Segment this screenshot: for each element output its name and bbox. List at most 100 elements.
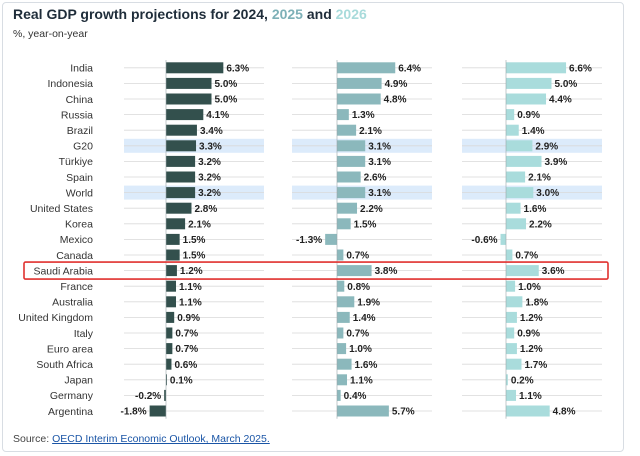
value-label-argentina-series1: -1.8% xyxy=(120,407,146,418)
title-and: and xyxy=(302,6,336,22)
bar-australia-series1 xyxy=(166,296,177,308)
value-label-mexico-series1: 1.5% xyxy=(183,235,206,246)
bar-australia-series2 xyxy=(337,296,355,308)
bar-brazil-series3 xyxy=(506,124,519,136)
value-label-india-series2: 6.4% xyxy=(398,63,421,74)
bar-france-series1 xyxy=(166,280,177,292)
chart-frame xyxy=(2,2,624,452)
bar-russia-series1 xyxy=(166,109,204,121)
value-label-euro-area-series2: 1.0% xyxy=(349,344,372,355)
bar-world-series2 xyxy=(337,187,366,199)
bar-korea-series2 xyxy=(337,218,351,230)
value-label-south-africa-series1: 0.6% xyxy=(174,360,197,371)
bar-argentina-series3 xyxy=(506,405,550,417)
value-label-japan-series2: 1.1% xyxy=(350,375,373,386)
bar-g20-series3 xyxy=(506,140,533,152)
value-label-australia-series2: 1.9% xyxy=(357,297,380,308)
bar-germany-series1 xyxy=(164,389,166,401)
title-prefix: Real GDP growth projections for 2024, xyxy=(13,6,272,22)
value-label-t-rkiye-series3: 3.9% xyxy=(544,157,567,168)
bar-world-series1 xyxy=(166,187,196,199)
value-label-g20-series1: 3.3% xyxy=(199,141,222,152)
bar-indonesia-series3 xyxy=(506,77,552,89)
category-label-south-africa: South Africa xyxy=(36,359,93,371)
value-label-t-rkiye-series2: 3.1% xyxy=(368,157,391,168)
title-year-2025: 2025 xyxy=(271,6,303,22)
value-label-saudi-arabia-series1: 1.2% xyxy=(180,266,203,277)
value-label-united-states-series3: 1.6% xyxy=(524,204,547,215)
value-label-brazil-series2: 2.1% xyxy=(359,126,382,137)
bar-indonesia-series1 xyxy=(166,77,212,89)
value-label-australia-series3: 1.8% xyxy=(525,297,548,308)
bar-japan-series3 xyxy=(506,374,508,386)
value-label-india-series3: 6.6% xyxy=(569,63,592,74)
value-label-south-africa-series2: 1.6% xyxy=(355,360,378,371)
value-label-euro-area-series1: 0.7% xyxy=(175,344,198,355)
bar-korea-series3 xyxy=(506,218,527,230)
bar-mexico-series2 xyxy=(325,233,337,245)
bar-euro-area-series1 xyxy=(166,343,173,355)
source-link[interactable]: OECD Interim Economic Outlook, March 202… xyxy=(52,433,270,445)
title-year-2026: 2026 xyxy=(335,6,367,22)
bar-india-series3 xyxy=(506,62,567,74)
category-label-australia: Australia xyxy=(52,297,93,309)
value-label-korea-series3: 2.2% xyxy=(529,219,552,230)
bar-canada-series1 xyxy=(166,249,180,261)
value-label-france-series3: 1.0% xyxy=(518,282,541,293)
value-label-russia-series1: 4.1% xyxy=(206,110,229,121)
value-label-saudi-arabia-series2: 3.8% xyxy=(375,266,398,277)
bar-united-kingdom-series2 xyxy=(337,311,350,323)
category-label-g20: G20 xyxy=(73,141,93,153)
value-label-china-series3: 4.4% xyxy=(549,95,572,106)
bar-united-states-series1 xyxy=(166,202,192,214)
bar-t-rkiye-series1 xyxy=(166,155,196,167)
category-label-mexico: Mexico xyxy=(60,234,93,246)
category-label-india: India xyxy=(70,63,93,75)
value-label-russia-series2: 1.3% xyxy=(352,110,375,121)
source-label: Source: xyxy=(13,433,53,445)
category-label-world: World xyxy=(66,187,93,199)
value-label-italy-series2: 0.7% xyxy=(346,329,369,340)
bar-g20-series2 xyxy=(337,140,366,152)
bar-australia-series3 xyxy=(506,296,523,308)
selection-box-saudi-arabia xyxy=(23,261,609,280)
category-label-united-states: United States xyxy=(30,203,93,215)
value-label-argentina-series2: 5.7% xyxy=(392,407,415,418)
value-label-united-kingdom-series3: 1.2% xyxy=(520,313,543,324)
category-label-russia: Russia xyxy=(61,109,93,121)
bar-spain-series1 xyxy=(166,171,196,183)
value-label-mexico-series2: -1.3% xyxy=(296,235,322,246)
category-label-japan: Japan xyxy=(64,375,93,387)
bar-saudi-arabia-series3 xyxy=(506,265,539,277)
value-label-united-states-series1: 2.8% xyxy=(194,204,217,215)
value-label-italy-series3: 0.9% xyxy=(517,329,540,340)
category-label-euro-area: Euro area xyxy=(47,343,93,355)
value-label-italy-series1: 0.7% xyxy=(175,329,198,340)
value-label-spain-series1: 3.2% xyxy=(198,173,221,184)
category-label-korea: Korea xyxy=(65,219,93,231)
bar-spain-series3 xyxy=(506,171,526,183)
bar-argentina-series2 xyxy=(337,405,389,417)
bar-italy-series3 xyxy=(506,327,515,339)
category-label-spain: Spain xyxy=(66,172,93,184)
value-label-china-series2: 4.8% xyxy=(384,95,407,106)
value-label-united-kingdom-series1: 0.9% xyxy=(177,313,200,324)
value-label-world-series2: 3.1% xyxy=(368,188,391,199)
value-label-united-kingdom-series2: 1.4% xyxy=(353,313,376,324)
bar-italy-series2 xyxy=(337,327,344,339)
bar-russia-series2 xyxy=(337,109,349,121)
bar-united-states-series3 xyxy=(506,202,521,214)
value-label-japan-series1: 0.1% xyxy=(170,375,193,386)
category-label-t-rkiye: Türkiye xyxy=(59,156,94,168)
chart-subtitle: %, year-on-year xyxy=(13,28,88,40)
bar-japan-series1 xyxy=(166,374,167,386)
bar-united-states-series2 xyxy=(337,202,358,214)
bar-china-series2 xyxy=(337,93,381,105)
value-label-france-series1: 1.1% xyxy=(179,282,202,293)
value-label-euro-area-series3: 1.2% xyxy=(520,344,543,355)
bar-t-rkiye-series2 xyxy=(337,155,366,167)
bar-india-series1 xyxy=(166,62,224,74)
category-label-france: France xyxy=(60,281,93,293)
category-label-canada: Canada xyxy=(56,250,93,262)
bar-euro-area-series3 xyxy=(506,343,517,355)
